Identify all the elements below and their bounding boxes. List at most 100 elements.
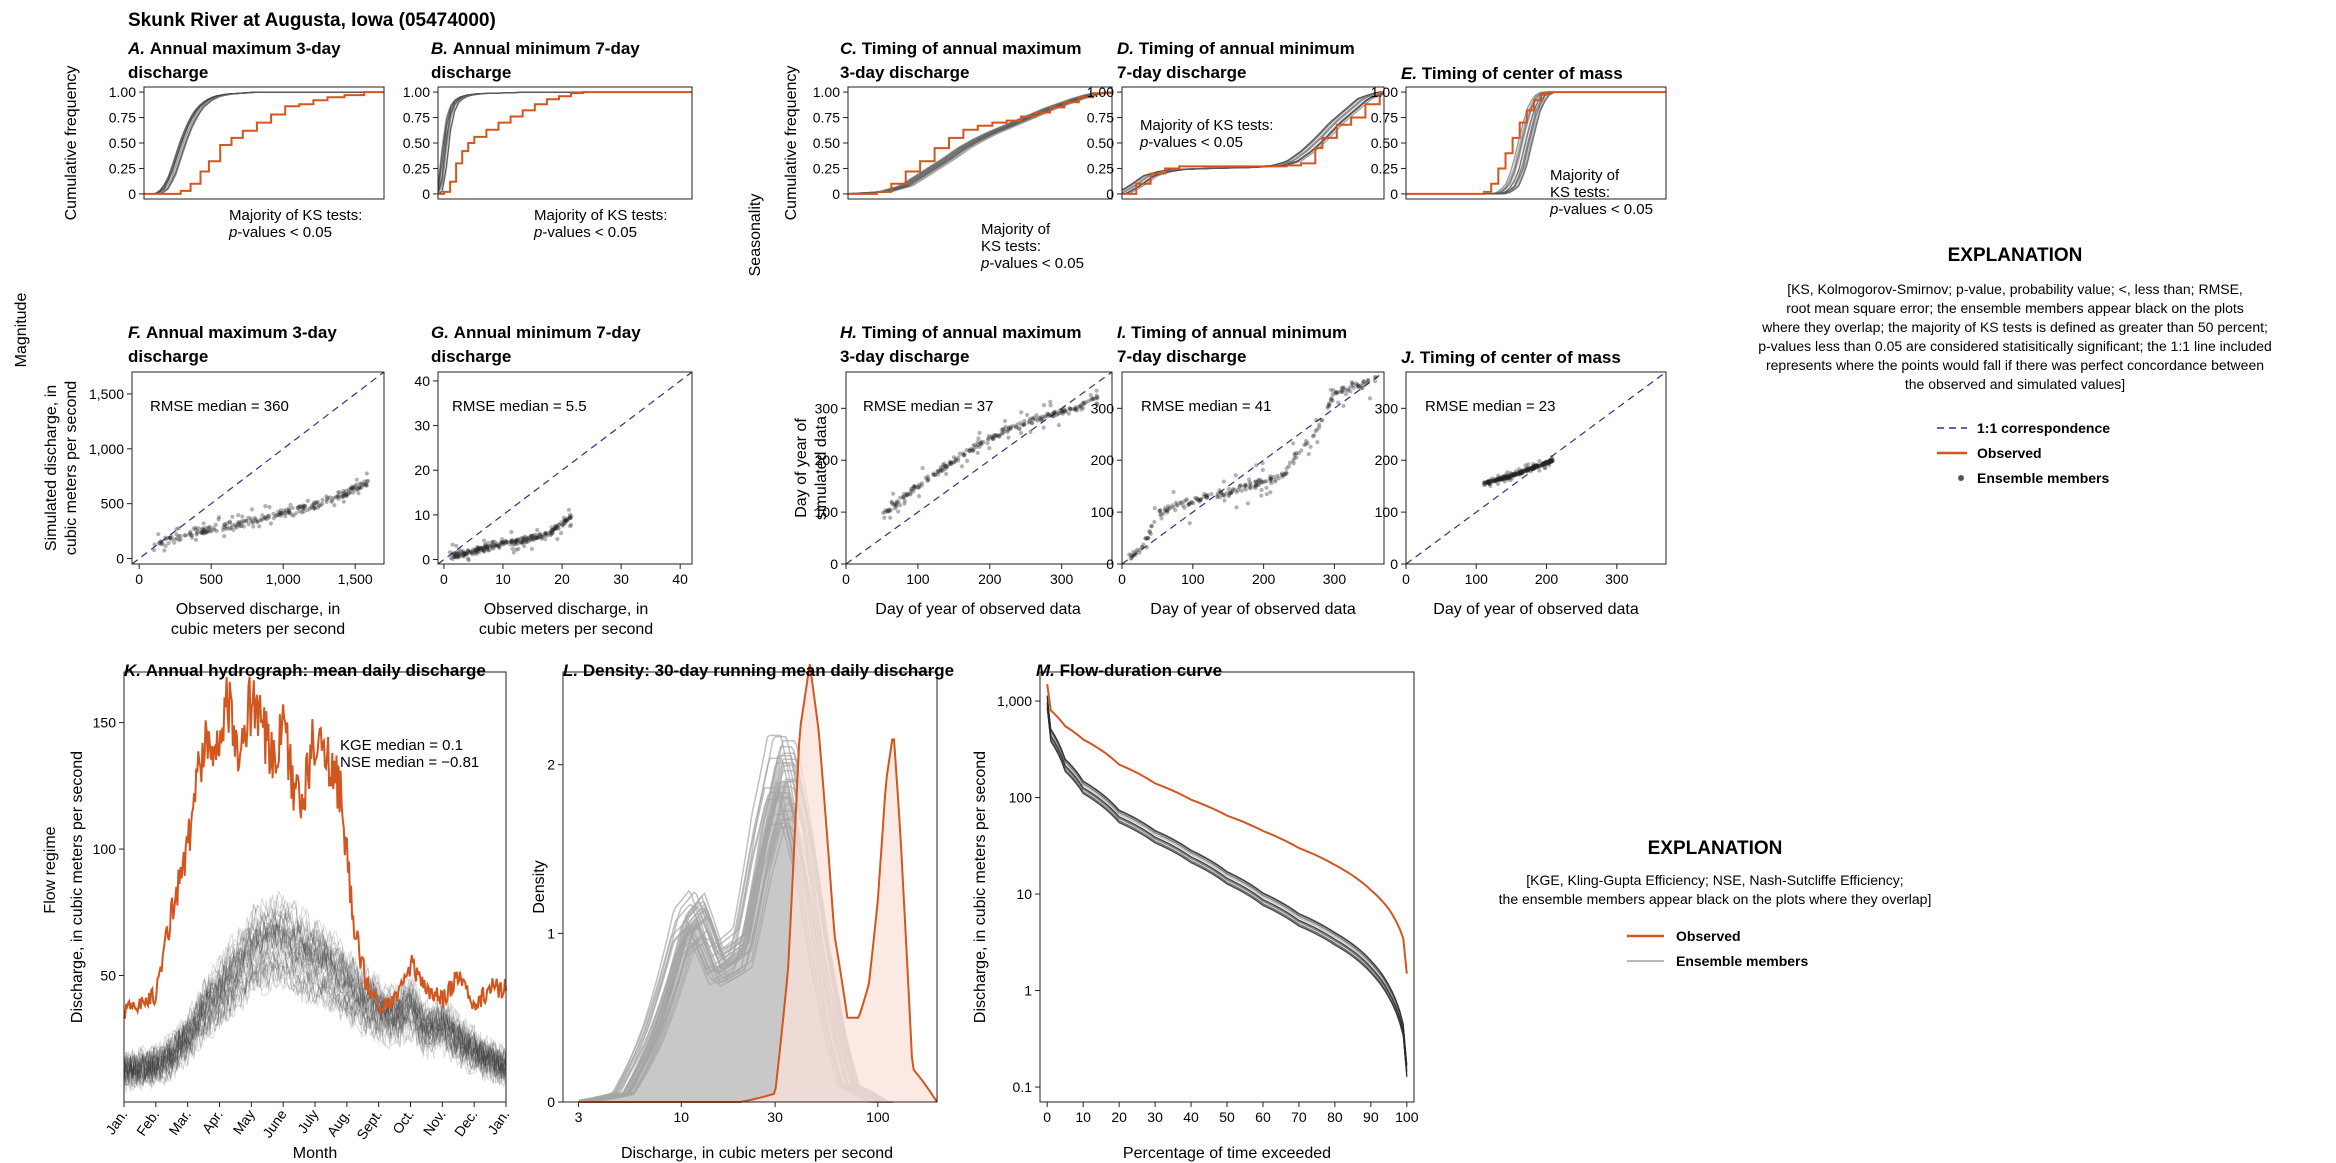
ensemble-point (239, 523, 244, 529)
ensemble-point (1345, 388, 1350, 393)
ensemble-point (1228, 490, 1233, 495)
x-tick-label: Jan. (102, 1107, 130, 1138)
ensemble-point (894, 499, 900, 504)
ensemble-point (901, 495, 906, 500)
ensemble-point (1073, 407, 1078, 412)
ensemble-point (248, 516, 253, 521)
ensemble-point (213, 522, 218, 527)
ensemble-member-line (437, 91, 692, 195)
ensemble-point (364, 483, 369, 488)
ensemble-point (176, 533, 181, 539)
ensemble-member-line (123, 961, 507, 1091)
ensemble-point (1514, 471, 1519, 476)
ensemble-point (461, 551, 466, 556)
ensemble-point (1503, 475, 1508, 480)
ensemble-point (1173, 500, 1178, 505)
ensemble-point (459, 549, 464, 554)
ensemble-point (176, 526, 181, 531)
ensemble-point (1078, 404, 1083, 409)
ensemble-point (476, 546, 481, 552)
ensemble-point (1524, 468, 1529, 473)
panel-H-frame (845, 371, 1113, 565)
ensemble-point (1328, 387, 1333, 392)
ensemble-point (1499, 476, 1504, 481)
ensemble-point (289, 512, 294, 517)
ensemble-point (917, 484, 922, 489)
ensemble-point (496, 543, 501, 548)
ensemble-point (1215, 493, 1220, 498)
ensemble-point (519, 540, 524, 545)
ensemble-point (905, 492, 910, 497)
ensemble-point (1523, 467, 1528, 472)
panel-C-annotation: KS tests: (981, 238, 1041, 255)
ensemble-point (1481, 482, 1486, 487)
ensemble-point (463, 552, 468, 557)
ensemble-point (1187, 502, 1192, 507)
panel-letter: L. (563, 661, 583, 680)
ensemble-point (364, 482, 369, 487)
ensemble-point (1061, 406, 1067, 411)
ensemble-point (1546, 459, 1551, 464)
explanation-1-line: [KS, Kolmogorov-Smirnov; p-value, probab… (1787, 281, 2243, 297)
panel-title-text: Annual hydrograph: mean daily discharge (146, 661, 486, 680)
ensemble-point (1534, 464, 1539, 469)
ensemble-point (353, 484, 358, 489)
ensemble-point (1175, 503, 1180, 508)
one-to-one-line (845, 371, 1113, 565)
ensemble-point (1541, 461, 1546, 466)
ensemble-member-line (123, 962, 507, 1093)
ensemble-point (509, 539, 514, 544)
ensemble-point (251, 524, 256, 529)
ensemble-point (534, 536, 539, 541)
ensemble-member-line (1046, 696, 1408, 1066)
ensemble-point (508, 542, 513, 547)
ensemble-point (1299, 448, 1304, 453)
ensemble-point (1505, 475, 1510, 481)
ensemble-point (1331, 388, 1336, 393)
ensemble-point (282, 508, 287, 513)
ensemble-point (1163, 508, 1168, 513)
ensemble-point (904, 492, 909, 497)
ensemble-point (1237, 485, 1242, 490)
x-tick-label: Sept. (353, 1107, 385, 1143)
ensemble-point (1501, 474, 1506, 480)
ensemble-point (920, 466, 925, 471)
ensemble-point (1529, 466, 1534, 471)
ensemble-point (543, 531, 549, 536)
ensemble-point (244, 518, 249, 523)
ensemble-point (1284, 471, 1289, 476)
ensemble-point (178, 537, 183, 542)
ensemble-point (293, 511, 299, 516)
ensemble-point (945, 464, 950, 469)
ensemble-point (1039, 414, 1044, 419)
ensemble-member-line (1046, 708, 1408, 1078)
ensemble-point (515, 541, 521, 546)
ensemble-member-line (144, 91, 384, 195)
ensemble-point (1489, 478, 1494, 483)
ensemble-point (364, 479, 369, 484)
ensemble-member-line (437, 91, 692, 189)
ensemble-point (178, 533, 183, 539)
ensemble-point (1543, 462, 1548, 467)
ensemble-point (1059, 410, 1064, 415)
ensemble-point (1203, 493, 1208, 498)
ensemble-point (939, 468, 944, 474)
ensemble-point (348, 486, 354, 491)
ensemble-point (302, 503, 307, 508)
ensemble-point (513, 539, 518, 545)
ensemble-point (1304, 439, 1309, 444)
ensemble-point (448, 555, 453, 561)
ensemble-point (1204, 495, 1209, 500)
ensemble-point (518, 540, 524, 545)
ensemble-point (200, 530, 205, 535)
ensemble-point (1505, 475, 1510, 480)
ensemble-point (470, 552, 475, 557)
ensemble-point (535, 535, 540, 540)
ensemble-point (1127, 552, 1132, 557)
panel-I-title-line2: 7-day discharge (1117, 347, 1246, 366)
ensemble-point (1047, 412, 1052, 417)
ensemble-point (1022, 418, 1027, 424)
ensemble-point (549, 529, 555, 534)
ensemble-point (187, 531, 193, 536)
ensemble-point (953, 457, 958, 462)
